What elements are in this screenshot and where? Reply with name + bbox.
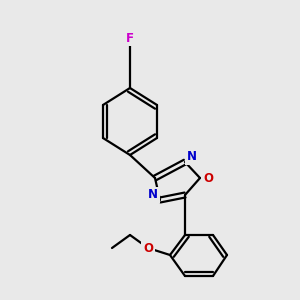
Text: N: N [148, 188, 158, 202]
Text: O: O [143, 242, 153, 254]
Text: F: F [126, 32, 134, 44]
Text: O: O [203, 172, 213, 184]
Text: N: N [187, 151, 197, 164]
